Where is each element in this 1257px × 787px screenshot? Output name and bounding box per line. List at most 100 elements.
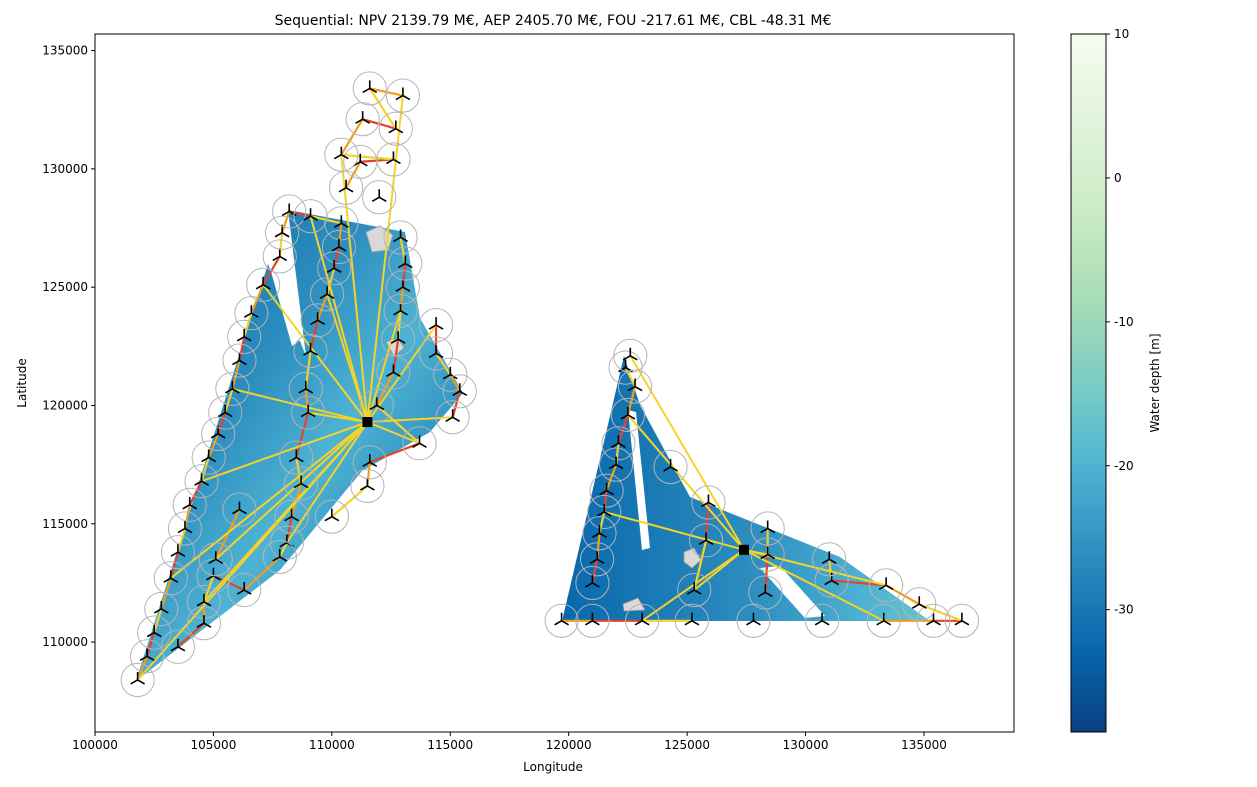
turbine-clearance-circle (385, 78, 420, 113)
turbine (402, 426, 437, 461)
cable-feeder (309, 215, 369, 423)
turbine (160, 535, 195, 570)
cable-segment (231, 360, 241, 390)
turbine-clearance-circle (120, 662, 155, 698)
cable-feeder (629, 355, 745, 551)
y-axis-title: Latitude (15, 358, 29, 407)
turbine (215, 371, 250, 406)
plot-area (120, 71, 979, 698)
colorbar-ticks: 10 0 -10 -20 -30 (1106, 27, 1134, 617)
cable-feeder (215, 421, 369, 561)
turbine (805, 603, 840, 638)
turbine-clearance-circle (201, 416, 236, 451)
turbine-clearance-circle (601, 426, 636, 461)
turbine-icon (757, 584, 773, 598)
turbine-icon (362, 80, 378, 94)
turbine (288, 371, 323, 406)
turbine (160, 629, 195, 664)
turbine (385, 78, 420, 113)
turbine (418, 336, 454, 371)
turbine-clearance-circle (283, 466, 319, 501)
turbine-icon (170, 544, 186, 557)
axes-frame (94, 33, 1015, 733)
colorbar-tick-label: -30 (1114, 603, 1134, 617)
turbine-icon (284, 508, 299, 522)
turbine-icon (814, 612, 830, 626)
turbine (812, 542, 847, 577)
turbine-clearance-circle (677, 572, 712, 608)
turbine-clearance-circle (350, 468, 385, 504)
y-tick-label: 120000 (42, 398, 88, 412)
chart-title: Sequential: NPV 2139.79 M€, AEP 2405.70 … (275, 13, 832, 29)
turbine-icon (412, 435, 427, 449)
turbine-icon (821, 551, 837, 564)
turbine-icon (452, 383, 468, 396)
turbine-clearance-circle (279, 440, 314, 475)
turbine (291, 395, 326, 430)
turbine-icon (684, 612, 700, 626)
turbine-clearance-circle (613, 338, 648, 373)
turbine (350, 468, 385, 504)
turbine-clearance-circle (812, 542, 847, 577)
x-tick-label: 125000 (664, 738, 710, 752)
turbine-icon (139, 648, 155, 661)
turbine-icon (288, 449, 304, 463)
turbine-icon (428, 317, 444, 330)
turbine-icon (236, 582, 252, 595)
turbine-icon (331, 238, 347, 252)
turbine (283, 466, 319, 501)
cable-segment (376, 404, 421, 445)
turbine-clearance-circle (160, 535, 195, 570)
turbine-clearance-circle (359, 388, 394, 423)
exclusion-zone (622, 597, 646, 612)
turbine-icon (194, 473, 209, 486)
cable-segment (169, 551, 179, 579)
turbine-icon (359, 477, 375, 491)
turbine-clearance-circle (167, 511, 203, 546)
turbine (625, 603, 660, 638)
cable-feeder (232, 387, 368, 424)
turbine-clearance-circle (902, 587, 937, 622)
turbine-clearance-circle (388, 246, 423, 281)
turbine-clearance-circle (418, 336, 454, 371)
turbine-icon (746, 612, 761, 626)
turbine-icon (442, 366, 458, 380)
turbine-clearance-circle (227, 319, 262, 354)
turbine (144, 591, 179, 627)
turbine (279, 440, 314, 475)
turbine-icon (620, 406, 636, 420)
cable-segment (369, 442, 420, 464)
substation (362, 417, 373, 428)
cable-segment (316, 293, 329, 321)
cable-segment (451, 390, 461, 418)
turbine (580, 542, 615, 577)
turbine (314, 499, 349, 534)
turbine (184, 464, 219, 499)
cable-feeder (603, 510, 745, 551)
turbine-icon (760, 520, 776, 534)
cable-feeder (170, 421, 369, 579)
turbine (689, 523, 724, 558)
depth-gap (270, 268, 300, 346)
turbine (869, 568, 904, 603)
turbine-clearance-circle (345, 102, 380, 137)
turbine-clearance-circle (617, 369, 653, 404)
turbine-icon (390, 331, 406, 344)
turbine (352, 445, 387, 480)
cable-segment (435, 352, 452, 376)
turbine-icon (954, 612, 970, 626)
turbine (222, 492, 257, 527)
turbine (610, 397, 646, 433)
cable-feeder (201, 421, 368, 483)
turbine-icon (196, 615, 212, 628)
turbine (167, 511, 203, 546)
turbine (293, 333, 328, 369)
x-tick-label: 135000 (901, 738, 947, 752)
turbine-clearance-circle (310, 277, 345, 312)
farm-region-east (563, 356, 970, 621)
cable-segment (288, 210, 311, 218)
turbine-icon (319, 286, 335, 299)
turbine-clearance-circle (262, 239, 297, 274)
turbine-clearance-circle (184, 464, 219, 499)
turbine-clearance-circle (544, 603, 579, 638)
